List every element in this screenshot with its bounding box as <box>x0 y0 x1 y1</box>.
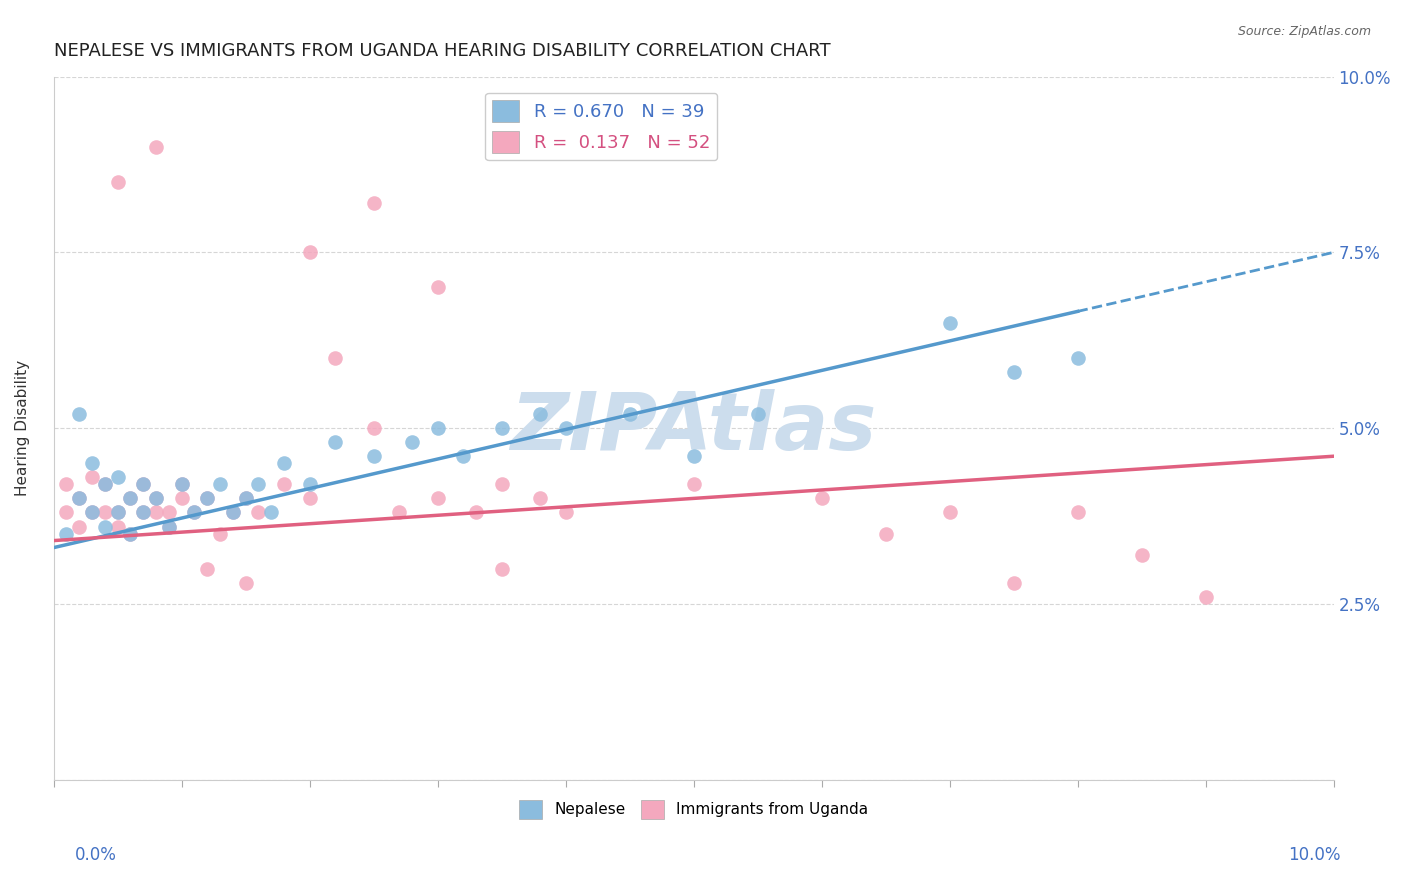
Point <box>157 519 180 533</box>
Point <box>94 506 117 520</box>
Text: Source: ZipAtlas.com: Source: ZipAtlas.com <box>1237 25 1371 38</box>
Point <box>67 491 90 506</box>
Point <box>222 506 245 520</box>
Point <box>80 470 103 484</box>
Point <box>120 491 142 506</box>
Point <box>1002 365 1025 379</box>
Point <box>208 477 231 491</box>
Point <box>465 506 488 520</box>
Point <box>323 435 346 450</box>
Point <box>132 477 155 491</box>
Point <box>273 456 295 470</box>
Point <box>682 477 704 491</box>
Point <box>363 196 385 211</box>
Point <box>875 526 897 541</box>
Point <box>451 449 474 463</box>
Legend: Nepalese, Immigrants from Uganda: Nepalese, Immigrants from Uganda <box>513 794 875 825</box>
Point <box>619 407 641 421</box>
Point <box>938 316 960 330</box>
Point <box>1130 548 1153 562</box>
Point <box>195 562 218 576</box>
Point <box>363 421 385 435</box>
Point <box>247 477 270 491</box>
Point <box>132 506 155 520</box>
Point <box>222 506 245 520</box>
Point <box>491 421 513 435</box>
Point <box>363 449 385 463</box>
Point <box>157 519 180 533</box>
Point <box>529 407 551 421</box>
Point <box>80 456 103 470</box>
Point <box>120 526 142 541</box>
Point <box>235 575 257 590</box>
Point <box>1002 575 1025 590</box>
Point <box>195 491 218 506</box>
Point <box>94 519 117 533</box>
Point <box>235 491 257 506</box>
Point <box>170 477 193 491</box>
Point <box>94 477 117 491</box>
Text: NEPALESE VS IMMIGRANTS FROM UGANDA HEARING DISABILITY CORRELATION CHART: NEPALESE VS IMMIGRANTS FROM UGANDA HEARI… <box>53 42 830 60</box>
Point <box>107 175 129 189</box>
Point <box>260 506 283 520</box>
Point <box>170 491 193 506</box>
Point <box>67 491 90 506</box>
Point <box>107 519 129 533</box>
Y-axis label: Hearing Disability: Hearing Disability <box>15 360 30 496</box>
Point <box>426 421 449 435</box>
Point <box>426 280 449 294</box>
Point <box>388 506 411 520</box>
Point <box>273 477 295 491</box>
Point <box>426 491 449 506</box>
Point <box>80 506 103 520</box>
Point <box>1066 351 1088 365</box>
Point <box>1194 590 1216 604</box>
Point <box>298 245 321 260</box>
Point <box>682 449 704 463</box>
Text: 10.0%: 10.0% <box>1288 846 1341 863</box>
Point <box>491 562 513 576</box>
Point <box>529 491 551 506</box>
Point <box>208 526 231 541</box>
Point <box>1066 506 1088 520</box>
Point <box>298 477 321 491</box>
Point <box>107 506 129 520</box>
Point <box>183 506 205 520</box>
Point <box>298 491 321 506</box>
Point <box>55 526 77 541</box>
Point <box>491 477 513 491</box>
Point <box>94 477 117 491</box>
Point <box>170 477 193 491</box>
Point <box>120 526 142 541</box>
Point <box>120 491 142 506</box>
Point <box>67 407 90 421</box>
Point <box>145 491 167 506</box>
Point <box>55 477 77 491</box>
Point <box>107 470 129 484</box>
Point <box>235 491 257 506</box>
Point <box>80 506 103 520</box>
Point <box>323 351 346 365</box>
Point <box>747 407 769 421</box>
Point <box>554 506 576 520</box>
Point <box>157 506 180 520</box>
Point <box>938 506 960 520</box>
Point <box>145 491 167 506</box>
Point <box>810 491 832 506</box>
Point <box>247 506 270 520</box>
Point <box>67 519 90 533</box>
Point <box>401 435 423 450</box>
Point <box>132 506 155 520</box>
Point <box>107 506 129 520</box>
Point <box>132 477 155 491</box>
Point <box>145 140 167 154</box>
Text: ZIPAtlas: ZIPAtlas <box>510 389 877 467</box>
Point <box>554 421 576 435</box>
Point <box>195 491 218 506</box>
Point <box>55 506 77 520</box>
Text: 0.0%: 0.0% <box>75 846 117 863</box>
Point <box>145 506 167 520</box>
Point <box>183 506 205 520</box>
